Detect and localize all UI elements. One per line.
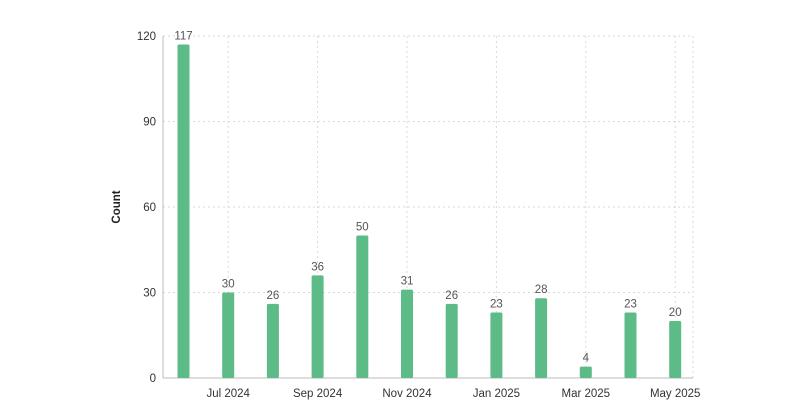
bar [266,303,279,378]
x-tick-label: Nov 2024 [382,388,432,400]
bar [356,235,369,378]
y-tick-label: 30 [143,288,156,300]
bar [624,312,637,378]
y-tick-labels: 0 30 60 90 120 [137,31,156,385]
bar [222,292,235,378]
x-tick-label: Jul 2024 [206,388,250,400]
x-tick-label: Mar 2025 [562,388,611,400]
data-labels: 117 30 26 36 50 31 26 23 28 4 23 20 [174,31,681,365]
x-tick-labels: Jul 2024 Sep 2024 Nov 2024 Jan 2025 Mar 2025… [206,388,700,400]
bars [177,44,682,379]
data-label: 50 [356,222,369,234]
data-label: 23 [490,298,503,310]
x-tick-label: Jan 2025 [473,388,520,400]
bar [579,366,592,378]
bar [311,275,324,378]
y-tick-label: 60 [143,202,156,214]
bar [177,44,190,379]
bar [401,289,413,378]
y-axis-title: Count [111,190,123,223]
x-tick-label: Sep 2024 [293,388,343,400]
data-label: 31 [401,276,414,288]
y-tick-label: 90 [143,117,156,129]
y-tick-label: 120 [137,31,156,43]
bar [445,303,458,378]
data-label: 23 [624,298,637,310]
grid-lines [163,35,694,378]
bar [669,321,682,378]
bar [535,298,548,378]
x-tick-label: May 2025 [650,388,701,400]
data-label: 26 [267,290,280,302]
y-tick-label: 0 [150,373,156,385]
data-label: 30 [222,279,235,291]
data-label: 117 [174,31,192,43]
data-label: 28 [535,284,548,296]
data-label: 4 [583,353,590,365]
axes [162,36,693,379]
bar [490,312,503,378]
data-label: 20 [669,307,682,319]
data-label: 36 [311,261,324,273]
data-label: 26 [445,290,458,302]
